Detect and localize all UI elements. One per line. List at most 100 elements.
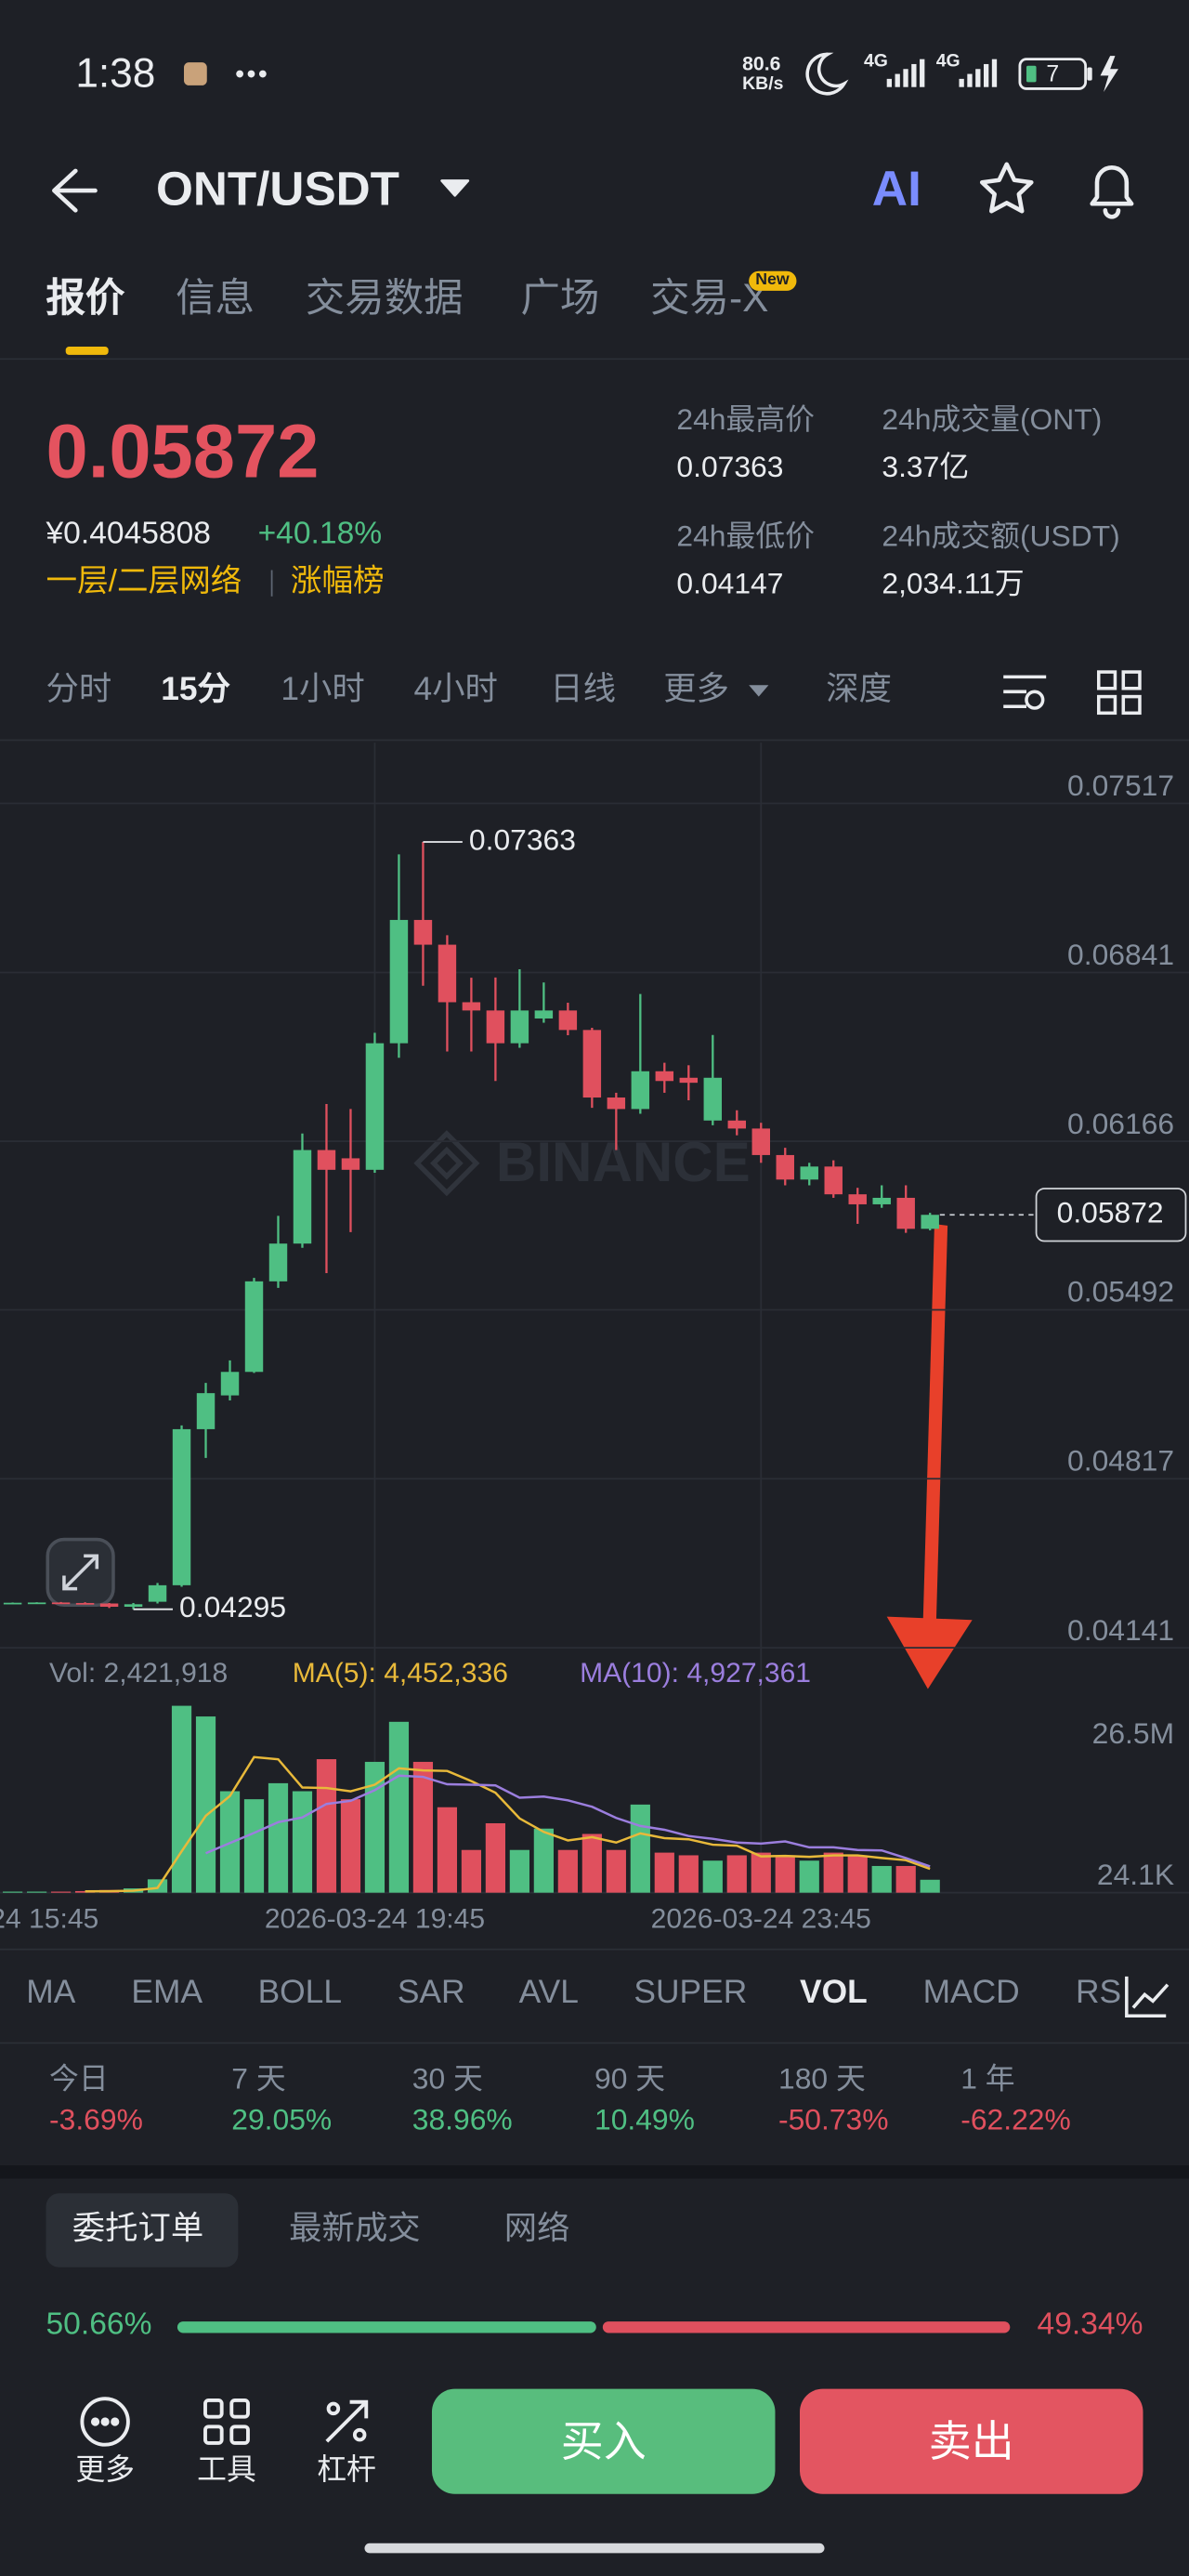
indicator-tab[interactable]: MA (26, 1975, 76, 2011)
tab[interactable]: 交易数据 (305, 277, 464, 322)
ratio-bar (602, 2321, 1011, 2333)
indicator-tab[interactable]: MACD (922, 1975, 1020, 2011)
interval[interactable]: 15分 (161, 672, 230, 708)
candle-body (655, 1071, 674, 1082)
interval[interactable]: 1小时 (281, 672, 365, 708)
candle-body (534, 1010, 554, 1019)
annotation-arrow (886, 1224, 973, 1689)
tab[interactable]: 广场 (520, 277, 600, 322)
volume-bar (292, 1791, 313, 1893)
interval[interactable]: 深度 (826, 672, 893, 708)
candle-body (510, 1010, 529, 1044)
candle-body (365, 1043, 385, 1170)
last-price-tag: 0.05872 (1057, 1196, 1164, 1229)
stat-value: 0.07363 (676, 450, 784, 484)
sell-ratio: 49.34% (1037, 2307, 1143, 2343)
ai-button[interactable]: AI (871, 163, 921, 217)
tag[interactable]: 一层/二层网络 (46, 564, 242, 599)
candle-body (317, 1150, 336, 1170)
candle-body (607, 1097, 626, 1110)
volume-bar (557, 1849, 578, 1893)
trade-button[interactable]: 卖出 (799, 2388, 1143, 2494)
volume-bar (678, 1855, 699, 1893)
volume-bar (775, 1855, 795, 1893)
indicator-tab[interactable]: RSI (1076, 1975, 1130, 2011)
tool-label[interactable]: 工具 (197, 2452, 256, 2487)
stat-label: 24h成交量(ONT) (882, 402, 1103, 436)
status-icons (184, 52, 1118, 96)
volume-bar (364, 1761, 385, 1893)
volume-bar (316, 1759, 337, 1893)
y-tick-label: 0.05492 (1067, 1275, 1175, 1309)
period-change: 38.96% (412, 2103, 513, 2136)
order-tab[interactable]: 网络 (503, 2211, 570, 2248)
y-tick-label: 0.06841 (1067, 938, 1175, 972)
period-label: 180 天 (778, 2062, 866, 2096)
order-tab[interactable]: 最新成交 (289, 2211, 421, 2248)
tag-separator (270, 570, 273, 597)
interval[interactable]: 日线 (550, 672, 616, 708)
ma-line (205, 1774, 931, 1868)
tool-label[interactable]: 更多 (75, 2452, 135, 2487)
net-speed-unit: KB/s (742, 74, 784, 95)
indicator-tab[interactable]: AVL (518, 1975, 579, 2011)
candle-body (99, 1603, 119, 1608)
candle-body (196, 1393, 216, 1429)
favorite-icon[interactable] (979, 162, 1034, 214)
volume-bar (702, 1860, 723, 1893)
tag[interactable]: 涨幅榜 (290, 564, 385, 599)
indicator-tab[interactable]: SUPER (634, 1975, 748, 2011)
volume-bar (50, 1891, 72, 1893)
candle-body (824, 1166, 843, 1195)
period-label: 7 天 (231, 2062, 286, 2096)
tool-label[interactable]: 杠杆 (317, 2452, 376, 2487)
indicator-tab[interactable]: BOLL (257, 1975, 343, 2011)
interval[interactable]: 分时 (46, 672, 112, 708)
candle-body (148, 1584, 167, 1602)
volume-bar (437, 1807, 458, 1893)
tab[interactable]: 报价 (46, 277, 125, 322)
candle-body (582, 1030, 602, 1098)
order-tab[interactable]: 委托订单 (72, 2211, 204, 2248)
legend-entry: Vol: 2,421,918 (49, 1657, 229, 1689)
candle-body (751, 1128, 770, 1155)
trade-button[interactable]: 买入 (431, 2388, 776, 2494)
candle-body (486, 1010, 505, 1044)
y-tick-label: 0.06166 (1067, 1107, 1175, 1140)
expand-button[interactable] (46, 1537, 115, 1608)
back-icon[interactable] (52, 168, 98, 213)
candle-body (727, 1120, 747, 1129)
interval[interactable]: 4小时 (413, 672, 498, 708)
ma-line (85, 1755, 931, 1893)
volume-bar (412, 1761, 434, 1893)
pair-title[interactable]: ONT/USDT (155, 164, 400, 217)
volume-bar (243, 1799, 265, 1893)
candle-body (341, 1158, 360, 1170)
legend-entry: MA(5): 4,452,336 (292, 1657, 508, 1689)
stat-value: 2,034.11万 (882, 567, 1025, 600)
indicator-tab[interactable]: VOL (799, 1975, 868, 2011)
tool-icon[interactable] (79, 2396, 132, 2449)
candle-body (244, 1281, 264, 1373)
volume-bar (581, 1833, 602, 1893)
network-type: 4G (863, 51, 888, 72)
tool-icon[interactable] (201, 2396, 254, 2449)
volume-bar (485, 1822, 506, 1893)
indicator-settings[interactable] (1121, 1965, 1189, 2028)
indicator-settings-icon (1125, 1976, 1169, 2018)
volume-bar (533, 1828, 554, 1893)
interval[interactable]: 更多 (663, 672, 729, 708)
volume-bar (823, 1852, 843, 1893)
buy-ratio: 50.66% (46, 2307, 152, 2343)
tab[interactable]: 信息 (176, 277, 255, 322)
indicator-tab[interactable]: EMA (131, 1975, 203, 2011)
price-change: +40.18% (257, 517, 383, 552)
tool-icon[interactable] (320, 2396, 373, 2449)
watermark-logo (413, 1130, 480, 1197)
divider (0, 2042, 1189, 2044)
indicator-tab[interactable]: SAR (397, 1975, 465, 2011)
alert-icon[interactable] (1090, 165, 1134, 219)
pair-dropdown[interactable] (440, 179, 470, 197)
divider (0, 1948, 1189, 1951)
candle-body (679, 1077, 699, 1084)
